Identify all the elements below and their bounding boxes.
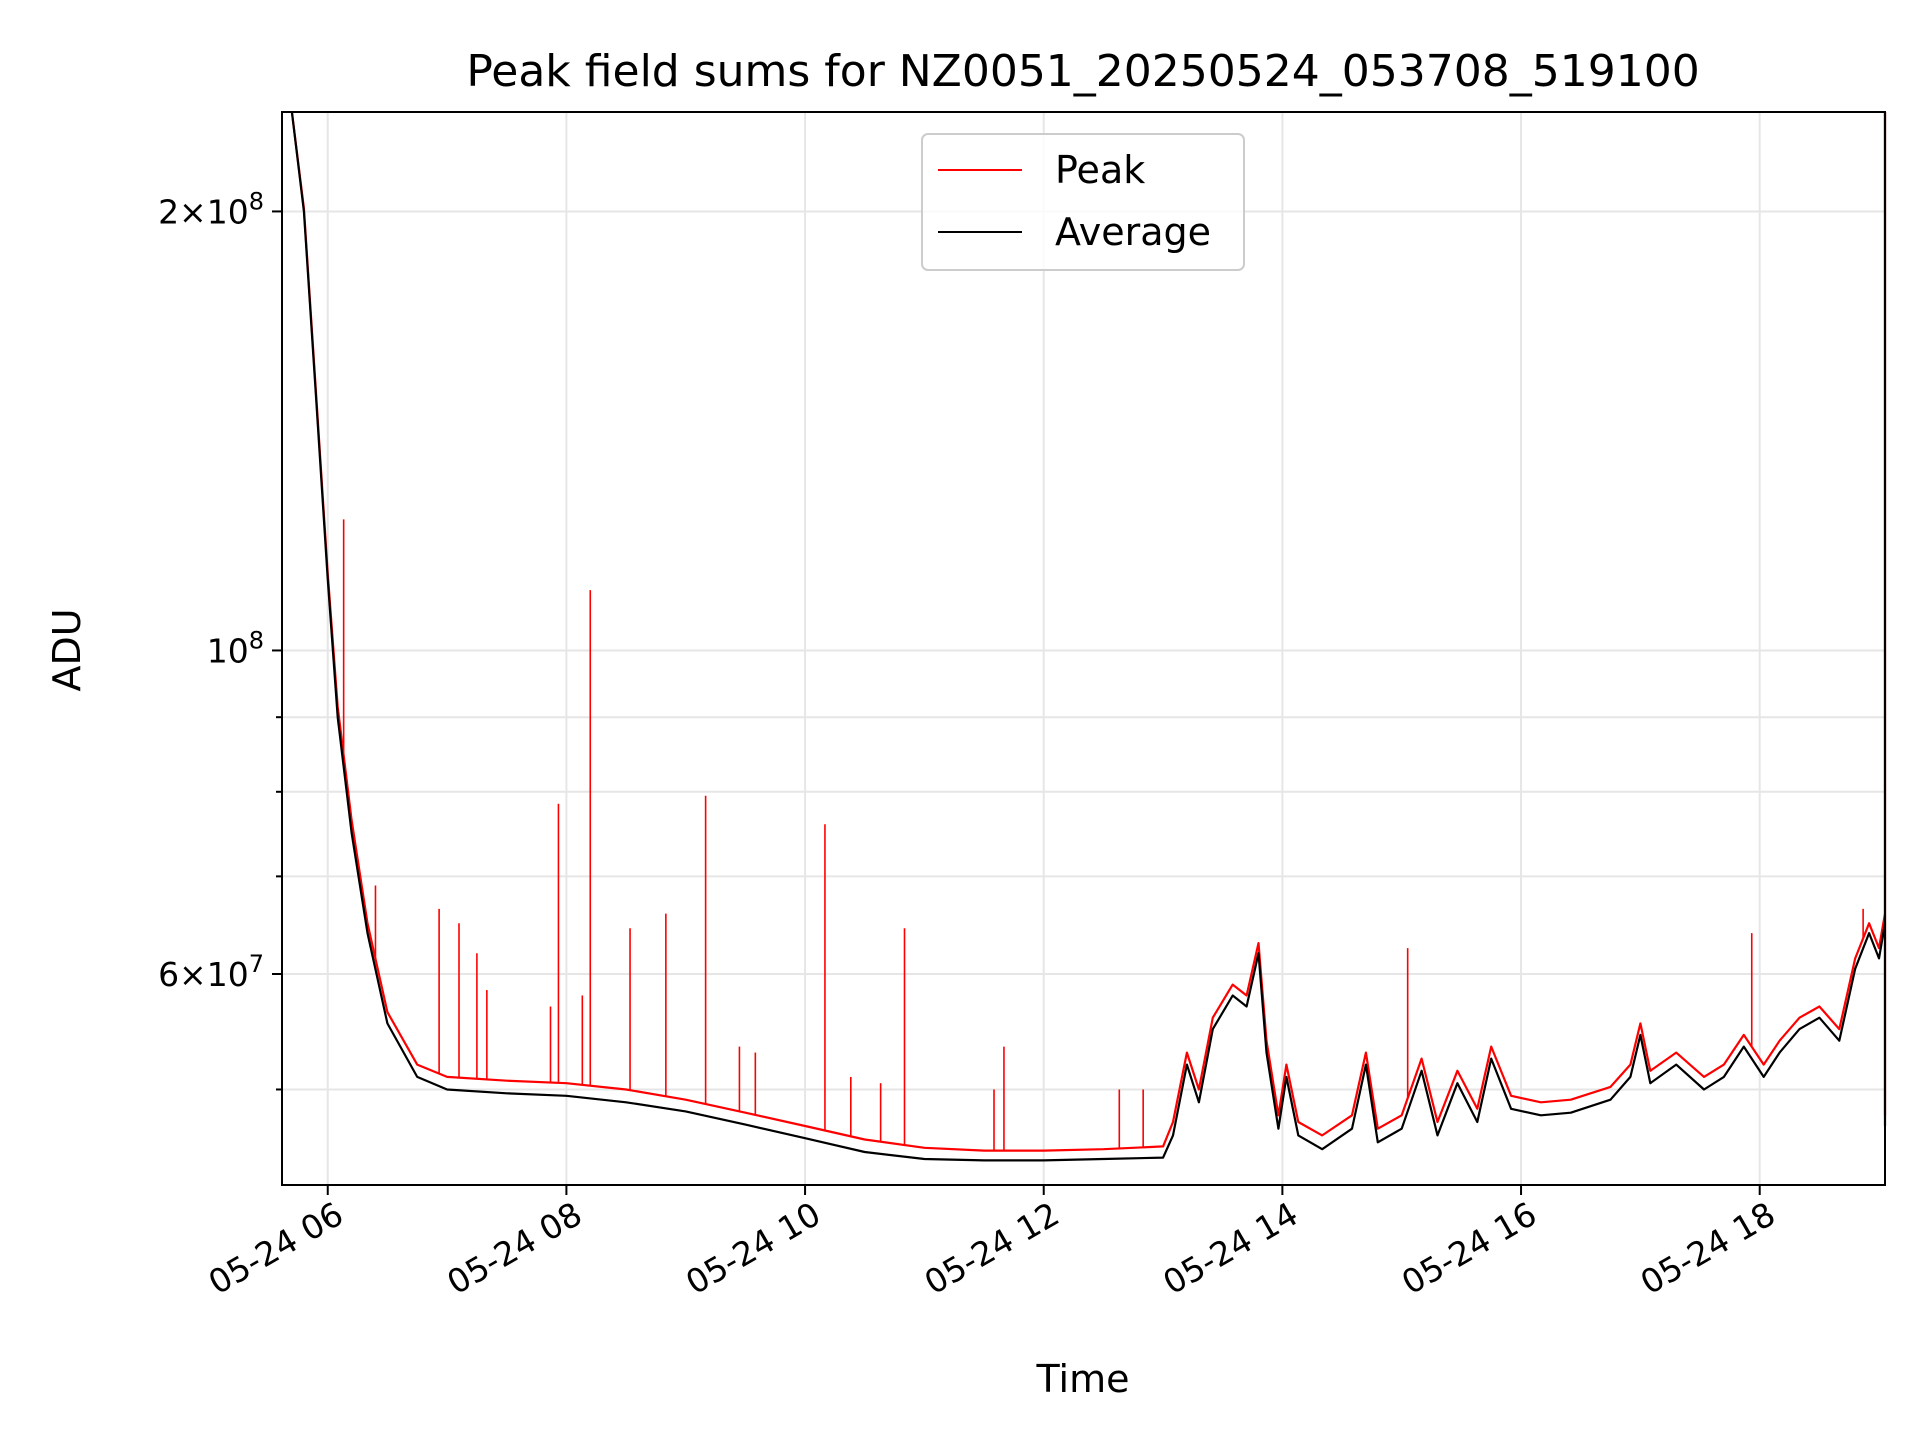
legend: Peak Average	[921, 133, 1245, 271]
legend-box	[921, 133, 1245, 271]
y-axis-label: ADU	[45, 608, 89, 691]
plot-frame	[281, 111, 1886, 1186]
chart-title: Peak field sums for NZ0051_20250524_0537…	[466, 46, 1699, 97]
legend-label-peak: Peak	[1055, 148, 1145, 192]
y-tick-label: 2×108	[158, 187, 264, 231]
y-tick-label: 108	[207, 626, 264, 670]
legend-label-average: Average	[1055, 210, 1211, 254]
y-tick-label: 6×107	[158, 950, 264, 994]
x-axis-label: Time	[1036, 1357, 1130, 1401]
